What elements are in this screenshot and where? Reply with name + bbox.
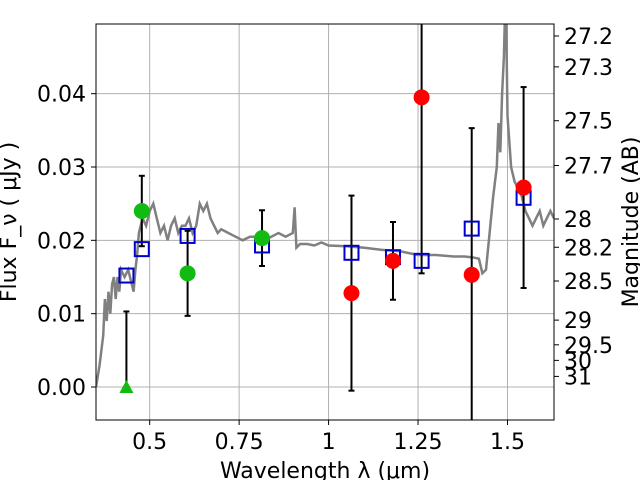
upper-limit-triangle <box>119 380 134 393</box>
red-data-point <box>343 285 360 302</box>
right-axis-label: Magnitude (AB) <box>619 137 640 308</box>
band-flux-square <box>343 244 360 261</box>
y-tick-label: 0.01 <box>37 303 86 328</box>
green-data-point <box>254 230 271 247</box>
mag-tick-label: 29 <box>564 309 592 334</box>
red-data-point <box>413 89 430 106</box>
band-flux-square <box>413 252 430 269</box>
x-tick-label: 0.5 <box>132 430 167 455</box>
y-tick-label: 0.04 <box>37 83 86 108</box>
y-tick-label: 0.03 <box>37 156 86 181</box>
x-axis-ticks: 0.5 0.75 1 1.25 1.5 <box>132 420 525 455</box>
mag-tick-label: 28.5 <box>564 270 613 295</box>
band-flux-square <box>179 227 196 244</box>
x-tick-label: 1 <box>322 430 336 455</box>
x-tick-label: 0.75 <box>215 430 264 455</box>
mag-tick-label: 27.3 <box>564 56 613 81</box>
mag-tick-label: 29.5 <box>564 334 613 359</box>
mag-tick-label: 27.5 <box>564 110 613 135</box>
band-flux-square <box>118 267 135 284</box>
band-flux-square <box>133 241 150 258</box>
x-tick-label: 1.25 <box>394 430 443 455</box>
mag-tick-label: 31 <box>564 365 592 390</box>
mag-tick-label: 30 <box>564 349 592 374</box>
mag-tick-label: 28.2 <box>564 236 613 261</box>
model-spectrum-line <box>96 24 554 388</box>
y-tick-label: 0.00 <box>37 376 86 401</box>
green-data-point <box>133 203 150 219</box>
red-data-point <box>384 252 401 269</box>
mag-tick-label: 28 <box>564 208 592 233</box>
red-data-point <box>463 266 480 283</box>
x-tick-label: 1.5 <box>490 430 525 455</box>
red-data-point <box>515 179 532 196</box>
observed-points-layer <box>119 89 532 393</box>
y-axis-ticks: 0.00 0.01 0.02 0.03 0.04 <box>37 83 96 401</box>
mag-tick-label: 27.2 <box>564 25 613 50</box>
y-axis-label: Flux F_ν ( μJy ) <box>0 142 22 302</box>
band-flux-squares-layer <box>118 189 532 284</box>
green-data-point <box>179 265 196 282</box>
model-spectrum-layer <box>96 24 554 388</box>
y-tick-label: 0.02 <box>37 229 86 254</box>
mag-tick-label: 27.7 <box>564 155 613 180</box>
plot-frame <box>95 23 555 421</box>
band-flux-square <box>463 220 480 237</box>
x-axis-label: Wavelength λ (μm) <box>220 459 430 480</box>
grid-lines <box>96 24 554 420</box>
